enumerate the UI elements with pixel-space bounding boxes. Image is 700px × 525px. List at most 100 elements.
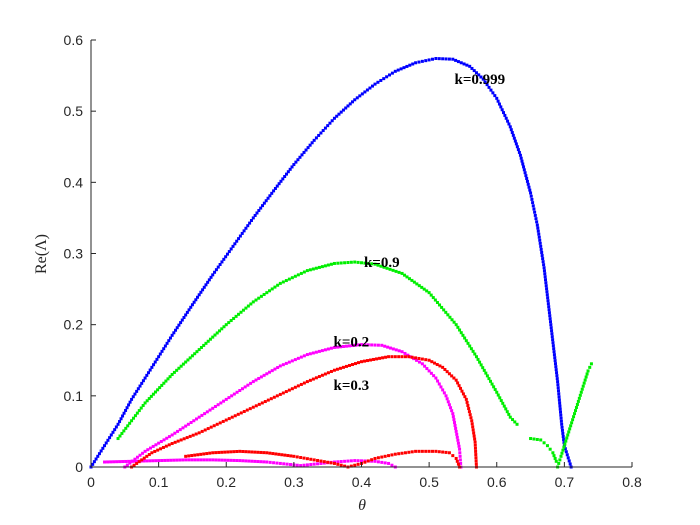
data-point bbox=[559, 416, 563, 420]
data-point bbox=[197, 293, 201, 297]
data-point bbox=[208, 458, 212, 462]
data-point bbox=[332, 461, 336, 465]
data-point bbox=[217, 329, 221, 333]
data-point bbox=[388, 346, 392, 350]
data-point bbox=[558, 407, 562, 411]
data-point bbox=[299, 271, 303, 275]
data-point bbox=[251, 300, 255, 304]
annotation-label: k=0.3 bbox=[334, 378, 370, 394]
data-point bbox=[136, 387, 140, 391]
data-point bbox=[376, 80, 380, 84]
data-point bbox=[551, 341, 555, 345]
data-point bbox=[140, 381, 144, 385]
data-point bbox=[323, 264, 327, 268]
data-point bbox=[464, 397, 468, 401]
data-point bbox=[447, 451, 451, 455]
data-point bbox=[507, 122, 511, 126]
data-point bbox=[463, 336, 467, 340]
data-point bbox=[133, 457, 137, 461]
data-point bbox=[214, 451, 218, 455]
data-point bbox=[244, 306, 248, 310]
data-point bbox=[281, 177, 285, 181]
data-point bbox=[162, 438, 166, 442]
data-point bbox=[311, 267, 315, 271]
data-point bbox=[272, 189, 276, 193]
data-point bbox=[403, 451, 407, 455]
data-point bbox=[496, 99, 500, 103]
data-point bbox=[281, 280, 285, 284]
data-point bbox=[176, 429, 180, 433]
data-point bbox=[151, 444, 155, 448]
data-point bbox=[311, 351, 315, 355]
data-point bbox=[242, 229, 246, 233]
data-point bbox=[437, 382, 441, 386]
data-point bbox=[222, 399, 226, 403]
data-point bbox=[181, 362, 185, 366]
data-point bbox=[473, 443, 477, 447]
data-point bbox=[487, 377, 491, 381]
data-point bbox=[118, 460, 122, 464]
data-point bbox=[547, 305, 551, 309]
data-point bbox=[246, 224, 250, 228]
data-point bbox=[353, 459, 357, 463]
data-point bbox=[581, 384, 585, 388]
data-point bbox=[208, 451, 212, 455]
data-point bbox=[472, 69, 476, 73]
data-point bbox=[191, 433, 195, 437]
data-point bbox=[326, 124, 330, 128]
data-point bbox=[457, 444, 461, 448]
data-point bbox=[147, 397, 151, 401]
data-point bbox=[470, 419, 474, 423]
data-point bbox=[168, 336, 172, 340]
data-point bbox=[220, 450, 224, 454]
data-point bbox=[298, 155, 302, 159]
data-point bbox=[463, 395, 467, 399]
data-point bbox=[278, 281, 282, 285]
data-point bbox=[251, 380, 255, 384]
data-point bbox=[131, 395, 135, 399]
data-point bbox=[167, 435, 171, 439]
data-point bbox=[452, 421, 456, 425]
data-point bbox=[274, 452, 278, 456]
data-point bbox=[575, 402, 579, 406]
data-point bbox=[550, 329, 554, 333]
data-point bbox=[150, 451, 154, 455]
data-point bbox=[458, 447, 462, 451]
data-point bbox=[529, 437, 533, 441]
data-point bbox=[249, 381, 253, 385]
data-point bbox=[350, 344, 354, 348]
data-point bbox=[290, 359, 294, 363]
data-point bbox=[459, 331, 463, 335]
data-point bbox=[515, 422, 519, 426]
data-point bbox=[457, 384, 461, 388]
data-point bbox=[509, 128, 513, 132]
data-point bbox=[562, 441, 566, 445]
data-point bbox=[189, 305, 193, 309]
data-point bbox=[544, 284, 548, 288]
data-point bbox=[461, 333, 465, 337]
data-point bbox=[312, 458, 316, 462]
data-point bbox=[353, 362, 357, 366]
data-point bbox=[397, 452, 401, 456]
data-point bbox=[235, 239, 239, 243]
data-point bbox=[400, 451, 404, 455]
data-point bbox=[356, 462, 360, 466]
data-point bbox=[323, 126, 327, 130]
data-point bbox=[300, 153, 304, 157]
data-point bbox=[405, 64, 409, 68]
data-point bbox=[390, 453, 394, 457]
data-point bbox=[467, 410, 471, 414]
data-point bbox=[485, 374, 489, 378]
data-point bbox=[523, 171, 527, 175]
data-point bbox=[190, 458, 194, 462]
data-point bbox=[238, 388, 242, 392]
data-point bbox=[218, 421, 222, 425]
data-point bbox=[184, 313, 188, 317]
data-point bbox=[186, 422, 190, 426]
data-point bbox=[456, 441, 460, 445]
data-point bbox=[420, 59, 424, 63]
data-point bbox=[576, 399, 580, 403]
data-point bbox=[214, 458, 218, 462]
data-point bbox=[438, 364, 442, 368]
data-point bbox=[415, 282, 419, 286]
